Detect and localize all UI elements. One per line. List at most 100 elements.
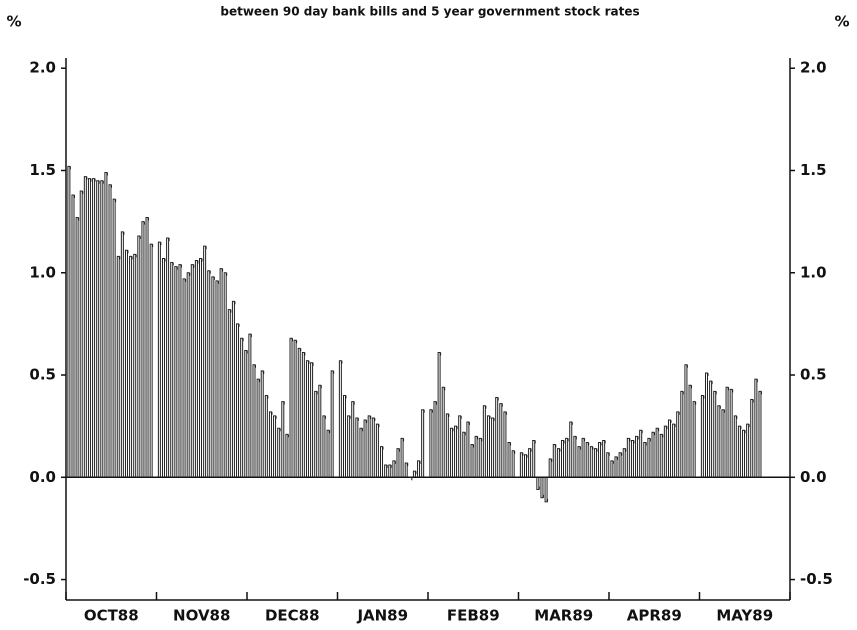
- y-tick-label: 1.0: [29, 263, 56, 281]
- bar: [552, 444, 557, 478]
- bar: [486, 415, 491, 478]
- bar: [548, 458, 553, 478]
- bar: [227, 309, 232, 478]
- bar: [408, 476, 413, 481]
- bar: [536, 477, 540, 491]
- bar: [289, 337, 294, 478]
- x-tick-label: NOV88: [173, 607, 230, 625]
- bar: [96, 180, 100, 478]
- bar: [281, 401, 285, 478]
- bar: [750, 399, 754, 478]
- bar: [503, 411, 507, 478]
- bar: [454, 425, 458, 478]
- bar: [231, 300, 236, 478]
- bar: [519, 452, 524, 478]
- bar: [124, 249, 129, 478]
- bar: [166, 237, 170, 478]
- bar: [647, 437, 651, 478]
- bar: [83, 176, 88, 478]
- bar: [92, 178, 96, 478]
- bar: [429, 409, 433, 478]
- bar: [137, 235, 141, 478]
- bar: [589, 446, 594, 478]
- bar: [87, 178, 92, 478]
- bar: [174, 266, 178, 478]
- bar: [301, 352, 306, 478]
- bar: [310, 362, 314, 478]
- y2-tick-label: 2.0: [800, 59, 827, 77]
- bar: [437, 352, 442, 478]
- bar: [388, 464, 392, 478]
- bar: [713, 390, 717, 478]
- bar: [400, 437, 405, 478]
- bar: [178, 264, 182, 478]
- bar: [314, 390, 318, 478]
- bar: [100, 180, 104, 478]
- bar: [404, 462, 409, 478]
- bar: [355, 417, 359, 478]
- bar: [141, 221, 145, 478]
- bar: [342, 394, 347, 478]
- bar: [285, 433, 289, 478]
- bar: [433, 401, 437, 478]
- bar: [421, 409, 425, 478]
- bar: [635, 435, 639, 478]
- bar: [556, 448, 561, 478]
- bar: [252, 364, 256, 478]
- bar: [659, 433, 664, 478]
- bar: [264, 394, 269, 478]
- bar: [511, 450, 516, 478]
- bar: [569, 421, 573, 478]
- bar: [203, 245, 207, 478]
- bar: [215, 280, 219, 478]
- bar: [194, 259, 199, 478]
- bar: [610, 460, 614, 478]
- bar: [256, 378, 261, 478]
- y2-tick-label: 1.5: [800, 161, 827, 179]
- bar: [199, 257, 203, 478]
- bar: [544, 477, 549, 503]
- bar: [639, 429, 643, 478]
- bar: [721, 409, 725, 478]
- bar: [598, 442, 602, 478]
- bar: [618, 452, 623, 478]
- bar: [540, 477, 544, 499]
- bar: [363, 419, 368, 478]
- bar: [733, 415, 738, 478]
- bar: [561, 439, 565, 478]
- bar: [676, 411, 680, 478]
- bar: [305, 360, 310, 478]
- bar: [758, 390, 762, 478]
- bar: [149, 243, 154, 478]
- bar: [170, 262, 174, 478]
- bar: [293, 339, 298, 478]
- bar: [729, 388, 734, 478]
- bar: [581, 437, 586, 478]
- bar: [482, 405, 487, 478]
- bar: [412, 470, 417, 478]
- bar: [622, 448, 627, 478]
- bar: [207, 270, 211, 478]
- bar: [375, 423, 380, 478]
- bar: [593, 448, 598, 478]
- bar: [746, 423, 750, 478]
- y-tick-label: 2.0: [29, 59, 56, 77]
- bar: [359, 427, 363, 478]
- x-tick-label: FEB89: [447, 607, 500, 625]
- bar: [211, 276, 215, 478]
- bar: [112, 198, 117, 478]
- bar: [104, 172, 108, 478]
- bar: [651, 431, 656, 478]
- bar: [474, 435, 479, 478]
- chart-title: between 90 day bank bills and 5 year gov…: [220, 5, 639, 19]
- bar: [145, 217, 150, 478]
- y2-tick-label: 0.0: [800, 468, 827, 486]
- bar: [700, 394, 705, 478]
- bar: [499, 403, 503, 478]
- bar: [157, 241, 162, 478]
- y2-tick-label: 0.5: [800, 366, 827, 384]
- bar: [367, 415, 372, 478]
- bar: [116, 255, 121, 478]
- bar: [244, 349, 248, 478]
